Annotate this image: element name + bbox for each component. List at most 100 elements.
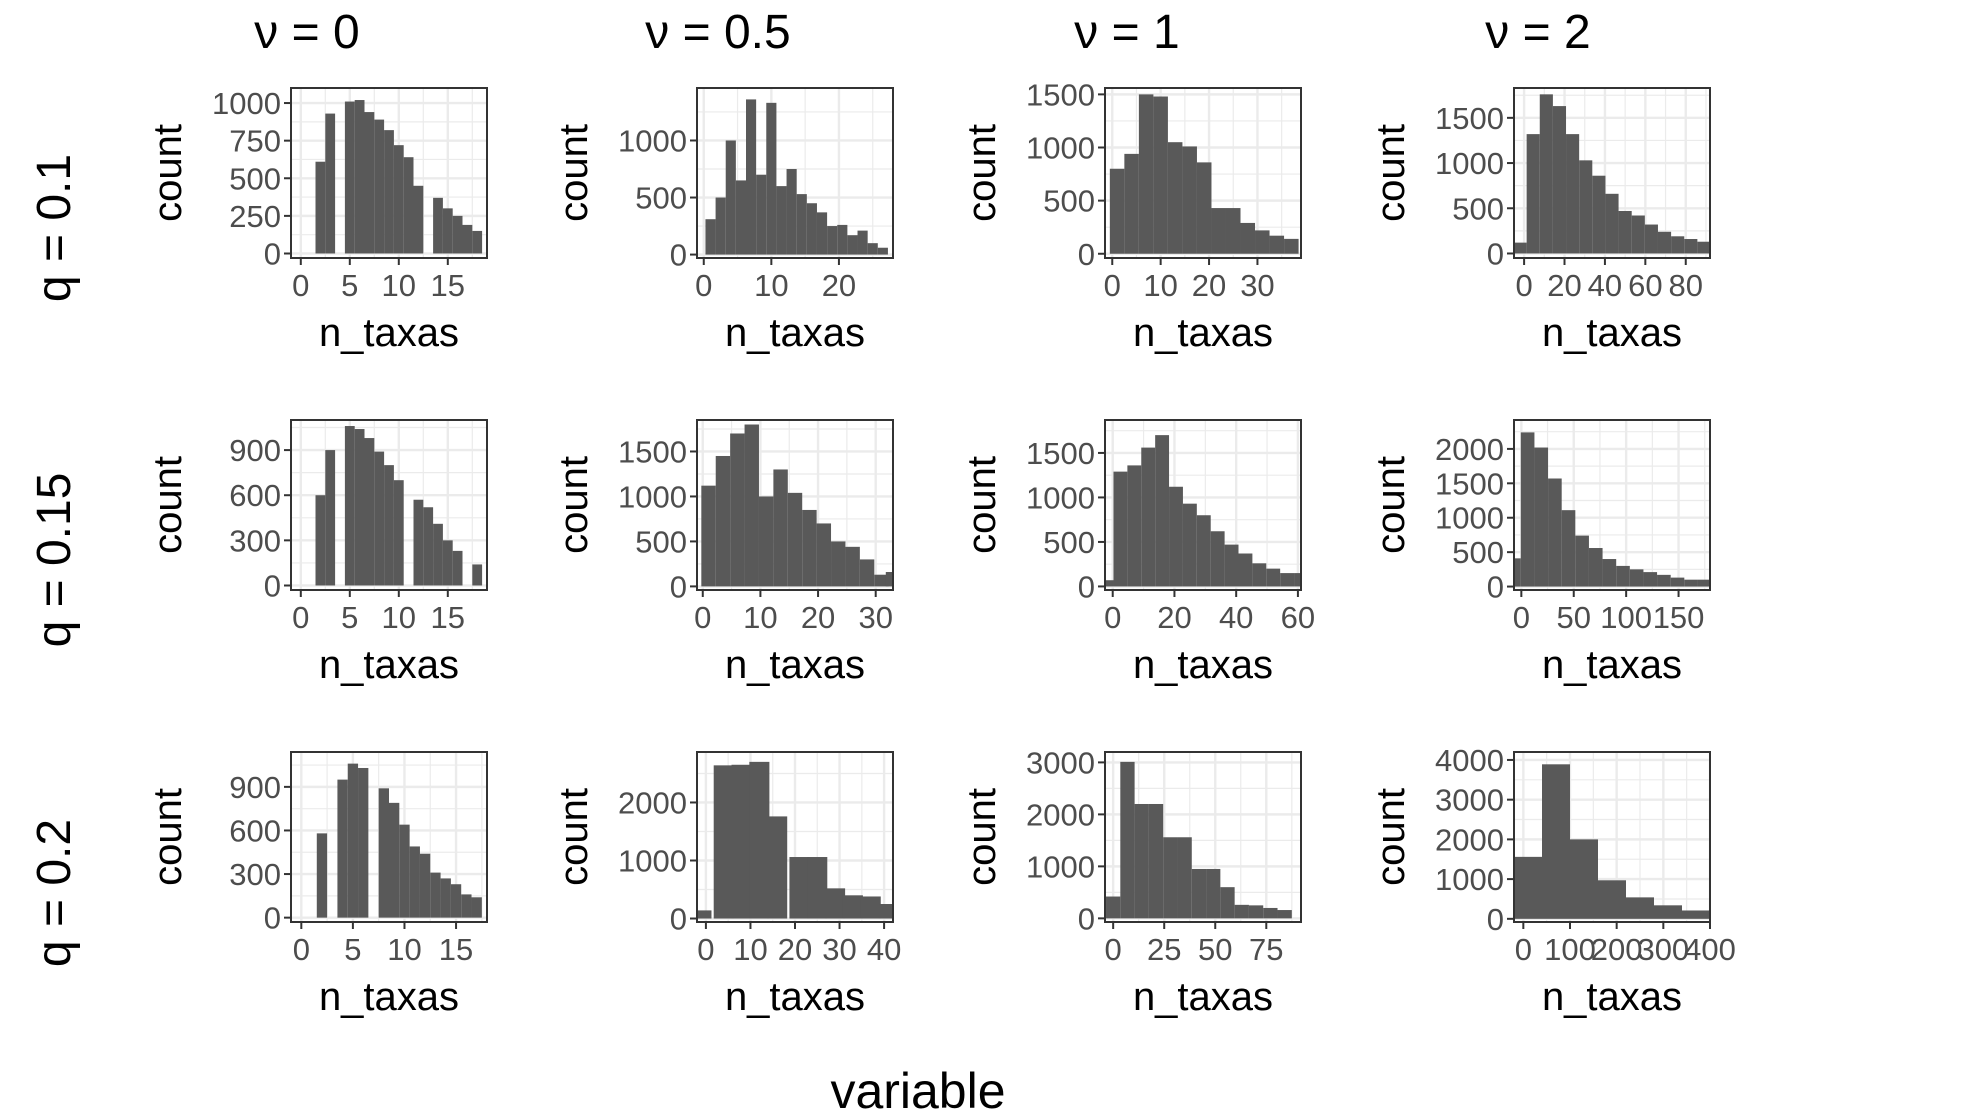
- histogram-bar: [1113, 471, 1128, 587]
- x-tick-label: 10: [754, 268, 788, 303]
- x-axis-label: n_taxas: [725, 643, 865, 687]
- y-tick-label: 0: [670, 238, 687, 273]
- x-tick-label: 0: [293, 932, 310, 967]
- histogram-bar: [1169, 486, 1183, 587]
- histogram-bar: [344, 426, 355, 586]
- histogram-bar: [316, 833, 328, 918]
- histogram-bar: [756, 174, 767, 255]
- x-tick-label: 0: [695, 268, 712, 303]
- histogram-bar: [705, 219, 716, 255]
- x-tick-label: 15: [431, 268, 465, 303]
- x-tick-label: 20: [1192, 268, 1226, 303]
- col-header-1: ν = 0.5: [645, 6, 790, 59]
- plot-area: [291, 88, 487, 258]
- histogram-bar: [1294, 573, 1301, 587]
- histogram-bar: [831, 541, 846, 587]
- histogram-bar: [419, 853, 431, 918]
- panel-border: [1513, 419, 1711, 591]
- histogram-bar: [1514, 558, 1521, 587]
- y-axis-label: count: [146, 124, 190, 222]
- x-tick-label: 10: [733, 932, 767, 967]
- x-tick-label: 40: [867, 932, 901, 967]
- y-axis-label: count: [146, 788, 190, 886]
- histogram-bar: [1514, 856, 1528, 919]
- x-axis-label: n_taxas: [1542, 643, 1682, 687]
- histogram-bar: [374, 451, 385, 586]
- x-tick-label: 30: [858, 600, 892, 635]
- x-axis-label: n_taxas: [1133, 975, 1273, 1019]
- panel-r2-c2: 0 25 50 75 0 1000 2000 3000 n_taxas count: [960, 745, 1302, 1019]
- histogram-bar: [1220, 887, 1235, 919]
- histogram-bar: [423, 507, 434, 586]
- x-tick-label: 5: [341, 600, 358, 635]
- histogram-bar: [697, 910, 712, 919]
- histogram-bar: [389, 802, 400, 918]
- histogram-bar: [413, 185, 424, 254]
- y-axis-label: count: [960, 124, 1004, 222]
- histogram-bar: [825, 888, 846, 919]
- panel-border: [290, 87, 488, 259]
- histogram-bar: [1106, 896, 1121, 919]
- y-axis-label: count: [960, 456, 1004, 554]
- histogram-bar: [857, 230, 868, 255]
- histogram-bar: [354, 429, 365, 586]
- histogram-bar: [807, 857, 828, 919]
- plot-area: [697, 420, 893, 590]
- y-tick-label: 500: [1452, 535, 1504, 570]
- histogram-bar: [735, 180, 746, 255]
- histogram-bar: [860, 896, 881, 919]
- histogram-bar: [787, 492, 803, 587]
- y-tick-label: 500: [1043, 184, 1095, 219]
- y-tick-label: 1000: [618, 479, 687, 514]
- y-tick-label: 1000: [212, 86, 281, 121]
- y-axis-label: count: [1369, 788, 1413, 886]
- x-tick-label: 20: [1547, 268, 1581, 303]
- histogram-bar: [1148, 803, 1164, 919]
- x-tick-label: 20: [1157, 600, 1191, 635]
- x-tick-label: 30: [1240, 268, 1274, 303]
- y-tick-label: 300: [229, 857, 281, 892]
- histogram-bar: [1240, 222, 1256, 254]
- y-tick-label: 2000: [1435, 432, 1504, 467]
- histogram-bar: [452, 215, 463, 254]
- x-tick-label: 400: [1684, 932, 1736, 967]
- histogram-bar: [1654, 905, 1668, 919]
- y-tick-label: 2000: [1435, 822, 1504, 857]
- x-tick-label: 10: [1143, 268, 1177, 303]
- histogram-bar: [1252, 563, 1267, 587]
- histogram-bar: [472, 230, 483, 254]
- x-axis-label: n_taxas: [725, 311, 865, 355]
- histogram-bar: [325, 113, 336, 254]
- panel-r2-c1: 0 10 20 30 40 0 1000 2000 n_taxas count: [552, 751, 901, 1019]
- histogram-bar: [1612, 880, 1626, 919]
- row-headers: q = 0.1 q = 0.15 q = 0.2: [28, 154, 81, 967]
- y-tick-label: 500: [635, 524, 687, 559]
- histogram-bar: [796, 194, 807, 255]
- x-axis-title: variable: [830, 1063, 1005, 1113]
- y-tick-label: 500: [1452, 191, 1504, 226]
- histogram-bar: [1109, 168, 1125, 254]
- histogram-bar: [1534, 447, 1549, 587]
- y-axis-label: count: [960, 788, 1004, 886]
- histogram-bar: [1684, 239, 1698, 254]
- y-tick-label: 0: [1487, 902, 1504, 937]
- y-axis-label: count: [552, 456, 596, 554]
- histogram-bar: [1592, 175, 1606, 254]
- x-axis-label: n_taxas: [319, 643, 459, 687]
- histogram-bar: [725, 140, 736, 255]
- x-tick-label: 40: [1219, 600, 1253, 635]
- y-axis-label: count: [146, 456, 190, 554]
- x-tick-label: 5: [344, 932, 361, 967]
- histogram-bar: [1588, 548, 1603, 587]
- plot-area: [697, 88, 893, 258]
- histogram-bar: [1539, 94, 1553, 254]
- y-tick-label: 2000: [1026, 797, 1095, 832]
- x-tick-label: 0: [697, 932, 714, 967]
- panel-r0-c2: 0 10 20 30 0 500 1000 1500 n_taxas count: [960, 77, 1302, 355]
- histogram-bar: [767, 816, 788, 919]
- histogram-bar: [859, 559, 875, 587]
- y-tick-label: 300: [229, 523, 281, 558]
- histogram-bar: [1263, 907, 1278, 919]
- x-tick-label: 150: [1653, 600, 1705, 635]
